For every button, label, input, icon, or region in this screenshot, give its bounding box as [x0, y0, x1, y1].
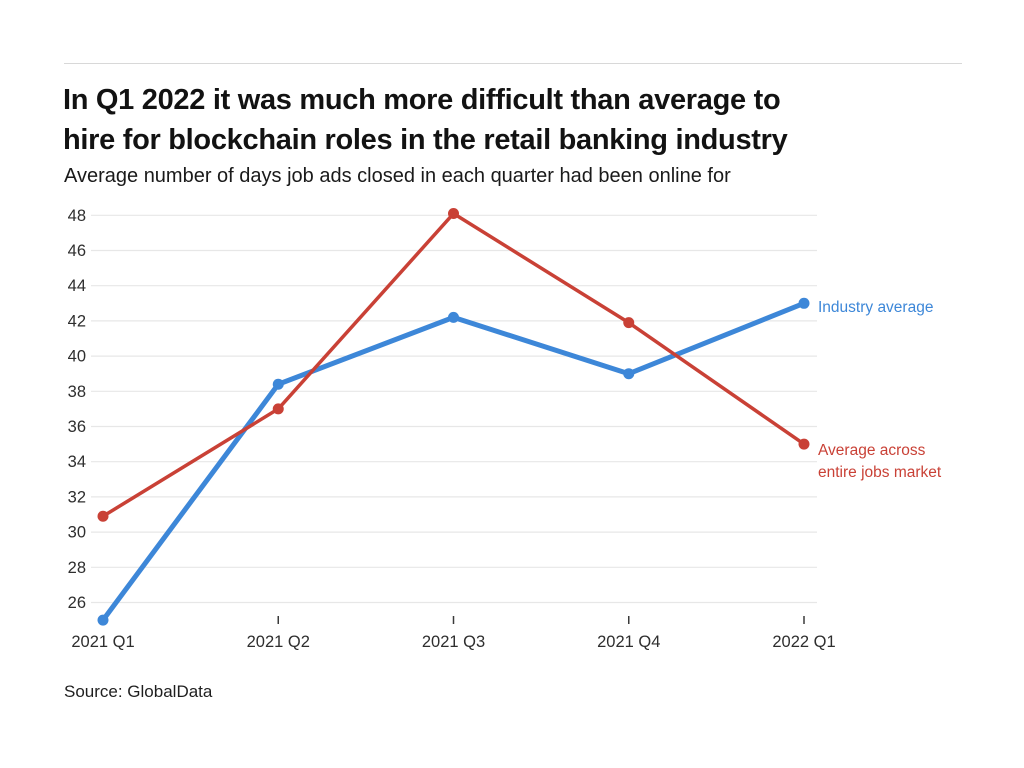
- legend-jobs-market-average: Average across entire jobs market: [818, 442, 942, 481]
- y-tick-label: 48: [68, 207, 86, 225]
- data-point: [272, 378, 284, 390]
- data-point: [798, 297, 810, 309]
- y-tick-label: 44: [68, 277, 86, 295]
- y-tick-label: 32: [68, 488, 86, 506]
- data-point: [448, 311, 459, 323]
- chart-subtitle: Average number of days job ads closed in…: [64, 165, 731, 187]
- y-tick-label: 28: [68, 559, 86, 577]
- data-point: [272, 403, 284, 415]
- y-tick-label: 34: [68, 453, 86, 471]
- x-tick-label: 2022 Q1: [772, 633, 835, 651]
- x-tick-label: 2021 Q4: [597, 633, 660, 651]
- data-point: [448, 208, 459, 220]
- data-point: [623, 317, 635, 329]
- top-divider: [64, 63, 962, 64]
- data-point: [97, 510, 109, 522]
- y-tick-label: 46: [68, 242, 86, 260]
- chart-title: In Q1 2022 it was much more difficult th…: [63, 80, 983, 160]
- y-tick-label: 30: [68, 524, 86, 542]
- data-point: [798, 438, 810, 450]
- data-point: [623, 368, 635, 380]
- chart-title-line1: In Q1 2022 it was much more difficult th…: [63, 84, 781, 116]
- x-tick-label: 2021 Q1: [71, 633, 134, 651]
- chart-title-line2: hire for blockchain roles in the retail …: [63, 124, 788, 156]
- source-credit: Source: GlobalData: [64, 682, 213, 701]
- y-tick-label: 36: [68, 418, 86, 436]
- y-tick-label: 40: [68, 348, 86, 366]
- series-line: [101, 211, 806, 519]
- y-tick-label: 26: [68, 594, 86, 612]
- legend-industry-average: Industry average: [818, 299, 934, 316]
- y-tick-label: 38: [68, 383, 86, 401]
- x-tick-label: 2021 Q3: [422, 633, 485, 651]
- data-point: [97, 614, 109, 626]
- y-tick-label: 42: [68, 312, 86, 330]
- x-tick-label: 2021 Q2: [247, 633, 310, 651]
